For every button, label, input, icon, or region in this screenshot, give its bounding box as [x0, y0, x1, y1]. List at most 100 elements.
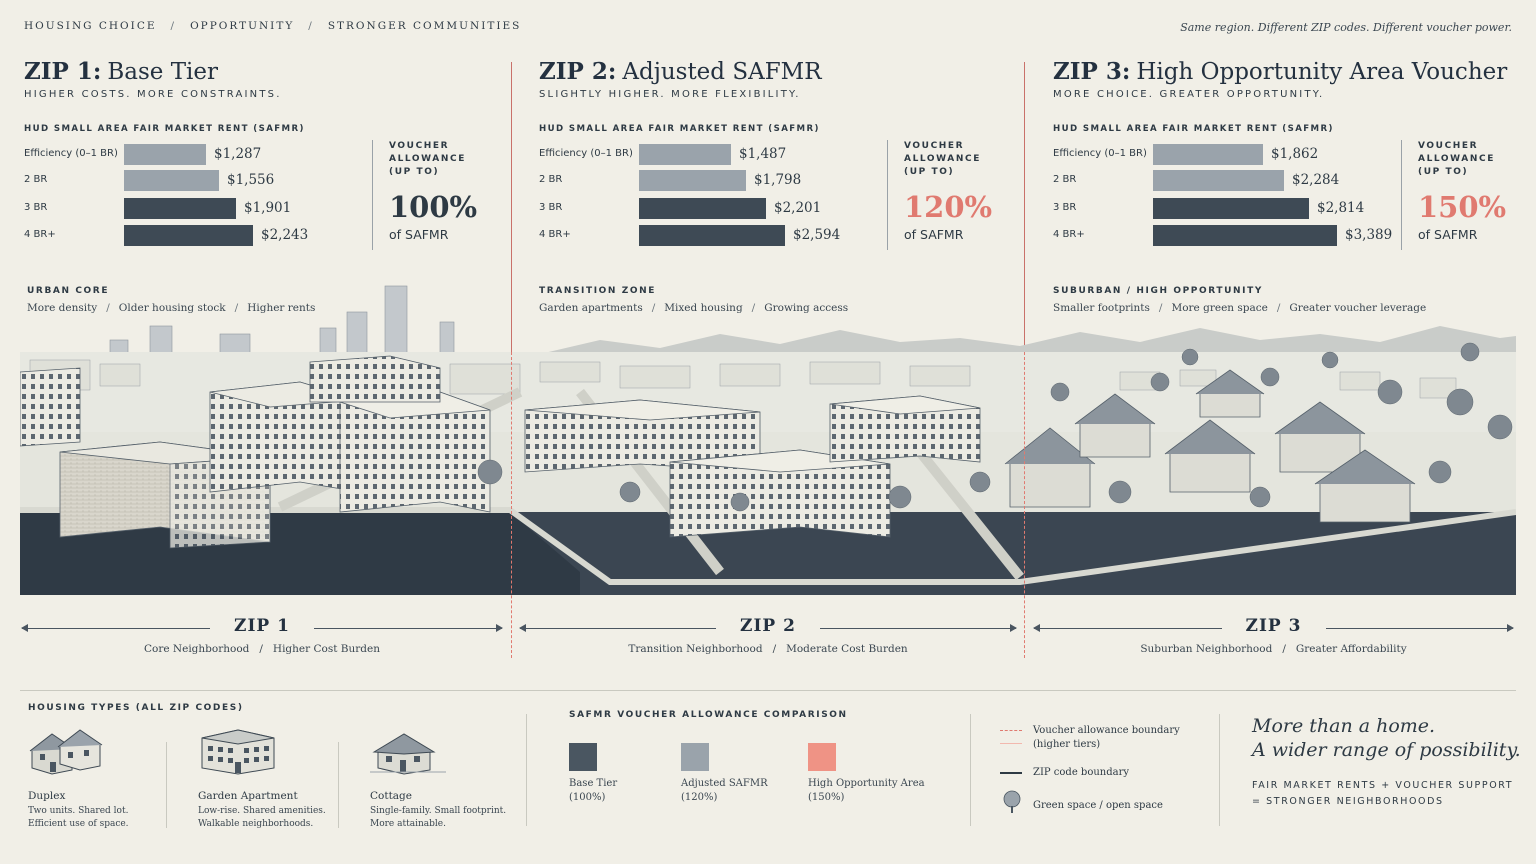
zip-name: High Opportunity Area Voucher — [1136, 59, 1508, 85]
rent-bar — [124, 144, 206, 165]
arrow-right — [314, 628, 502, 629]
zip-title: ZIP 2: Adjusted SAFMR — [539, 58, 1019, 85]
arrow-right-head — [1507, 624, 1514, 632]
area-desc-item: More density — [27, 302, 98, 314]
rent-row: 4 BR+ $2,243 — [24, 225, 384, 247]
rent-label: 2 BR — [1053, 174, 1077, 185]
bottom-divider-1 — [526, 714, 527, 826]
zip-caption: Transition Neighborhood / Moderate Cost Bu… — [588, 643, 948, 655]
area-separator: / — [234, 302, 239, 314]
swatch-label-adjusted: Adjusted SAFMR (120%) — [681, 777, 768, 805]
rent-bar — [124, 198, 236, 219]
rent-label: 4 BR+ — [539, 229, 571, 240]
voucher-heading-line: Allowance — [904, 154, 981, 164]
arrow-left — [22, 628, 210, 629]
zip-subtitle: Slightly higher. More flexibility. — [539, 89, 801, 100]
rent-row: 2 BR $1,798 — [539, 170, 899, 192]
area-description: More density / Older housing stock / Higher … — [27, 302, 315, 314]
rent-value: $2,594 — [793, 227, 841, 243]
swatch-pct: (120%) — [681, 792, 718, 803]
rent-row: 2 BR $2,284 — [1053, 170, 1413, 192]
rent-row: Efficiency (0–1 BR) $1,287 — [24, 144, 384, 166]
voucher-of-safmr: of SAFMR — [389, 227, 449, 242]
arrow-right-head — [1010, 624, 1017, 632]
tree-icon — [1003, 790, 1021, 813]
equation-line: Fair Market Rents + Voucher Support — [1252, 780, 1514, 791]
safmr-heading: HUD Small Area Fair Market Rent (SAFMR) — [24, 124, 305, 134]
swatch-pct: (150%) — [808, 792, 845, 803]
zip-caption-item: Core Neighborhood — [144, 643, 250, 655]
rent-value: $1,862 — [1271, 146, 1319, 162]
housing-types-list: Duplex Two units. Shared lot. Efficient … — [28, 724, 508, 834]
housing-type-desc-2: Walkable neighborhoods. — [198, 819, 314, 829]
rent-label: 4 BR+ — [24, 229, 56, 240]
rent-value: $2,284 — [1292, 172, 1340, 188]
swatch-base-tier — [569, 743, 597, 771]
arrow-right — [820, 628, 1016, 629]
swatch-label-base: Base Tier (100%) — [569, 777, 617, 805]
arrow-left-head — [519, 624, 526, 632]
area-desc-item: Older housing stock — [118, 302, 226, 314]
rent-value: $1,487 — [739, 146, 787, 162]
zip-caption: Core Neighborhood / Higher Cost Burden — [82, 643, 442, 655]
voucher-heading-line: Voucher — [1418, 141, 1479, 151]
area-desc-item: Garden apartments — [539, 302, 643, 314]
zip-caption: Suburban Neighborhood / Greater Affordabil… — [1094, 643, 1454, 655]
zip-number: ZIP 2: — [539, 58, 617, 85]
rent-label: 3 BR — [1053, 202, 1077, 213]
legend-zip-boundary: ZIP code boundary — [1033, 767, 1130, 778]
rent-bar — [1153, 170, 1284, 191]
zip-label: ZIP 2 — [740, 616, 796, 636]
neighborhood-illustration — [20, 285, 1516, 595]
voucher-of-safmr: of SAFMR — [1418, 227, 1478, 242]
arrow-left — [1034, 628, 1222, 629]
housing-type-desc-1: Single-family. Small footprint. — [370, 806, 507, 816]
rent-bar — [124, 225, 253, 246]
voucher-heading: Voucher Allowance (Up To) — [1418, 140, 1495, 179]
zip-subtitle: More choice. Greater opportunity. — [1053, 89, 1325, 100]
arrow-left-head — [21, 624, 28, 632]
voucher-percent: 100% — [389, 190, 478, 224]
rent-value: $1,556 — [227, 172, 275, 188]
area-desc-item: Higher rents — [247, 302, 316, 314]
rent-value: $3,389 — [1345, 227, 1393, 243]
housing-type-cottage: Cottage Single-family. Small footprint. … — [370, 724, 520, 831]
closing-equation: Fair Market Rents + Voucher Support = Str… — [1252, 778, 1513, 810]
swatch-adjusted — [681, 743, 709, 771]
item-divider — [338, 742, 339, 828]
rent-row: 3 BR $2,201 — [539, 198, 899, 220]
voucher-percent: 150% — [1418, 190, 1507, 224]
closing-statement: More than a home. A wider range of possib… — [1252, 714, 1521, 762]
rent-bar — [1153, 198, 1309, 219]
zip-caption-separator: / — [772, 643, 777, 655]
zip-caption-separator: / — [1282, 643, 1286, 655]
safmr-heading: HUD Small Area Fair Market Rent (SAFMR) — [539, 124, 820, 134]
nav-item-opportunity: Opportunity — [190, 20, 295, 32]
rent-bar — [1153, 225, 1337, 246]
arrow-left — [520, 628, 716, 629]
rent-label: Efficiency (0–1 BR) — [24, 148, 118, 159]
voucher-boundary-dashed-2 — [1024, 352, 1025, 658]
rent-bar — [1153, 144, 1263, 165]
voucher-heading-line: Voucher — [904, 141, 965, 151]
zip-caption-item: Transition Neighborhood — [628, 643, 763, 655]
rent-row: Efficiency (0–1 BR) $1,862 — [1053, 144, 1413, 166]
bottom-divider-3 — [1219, 714, 1220, 826]
closing-line: More than a home. — [1252, 715, 1436, 737]
area-description: Smaller footprints / More green space / Grea… — [1053, 302, 1426, 314]
zip-title: ZIP 1: Base Tier — [24, 58, 504, 85]
bottom-divider-2 — [970, 714, 971, 826]
equation-line: = Stronger Neighborhoods — [1252, 796, 1444, 807]
zip-number: ZIP 3: — [1053, 58, 1131, 85]
rent-label: 3 BR — [539, 202, 563, 213]
section-divider — [20, 690, 1516, 691]
zip-subtitle: Higher costs. More constraints. — [24, 89, 282, 100]
duplex-icon — [29, 729, 103, 775]
zip-name: Adjusted SAFMR — [622, 59, 822, 85]
nav-separator: / — [170, 20, 177, 32]
area-separator: / — [1276, 302, 1281, 314]
area-separator: / — [651, 302, 656, 314]
area-desc-item: Greater voucher leverage — [1289, 302, 1427, 314]
zip-name: Base Tier — [107, 59, 219, 85]
swatch-name: Base Tier — [569, 778, 618, 789]
